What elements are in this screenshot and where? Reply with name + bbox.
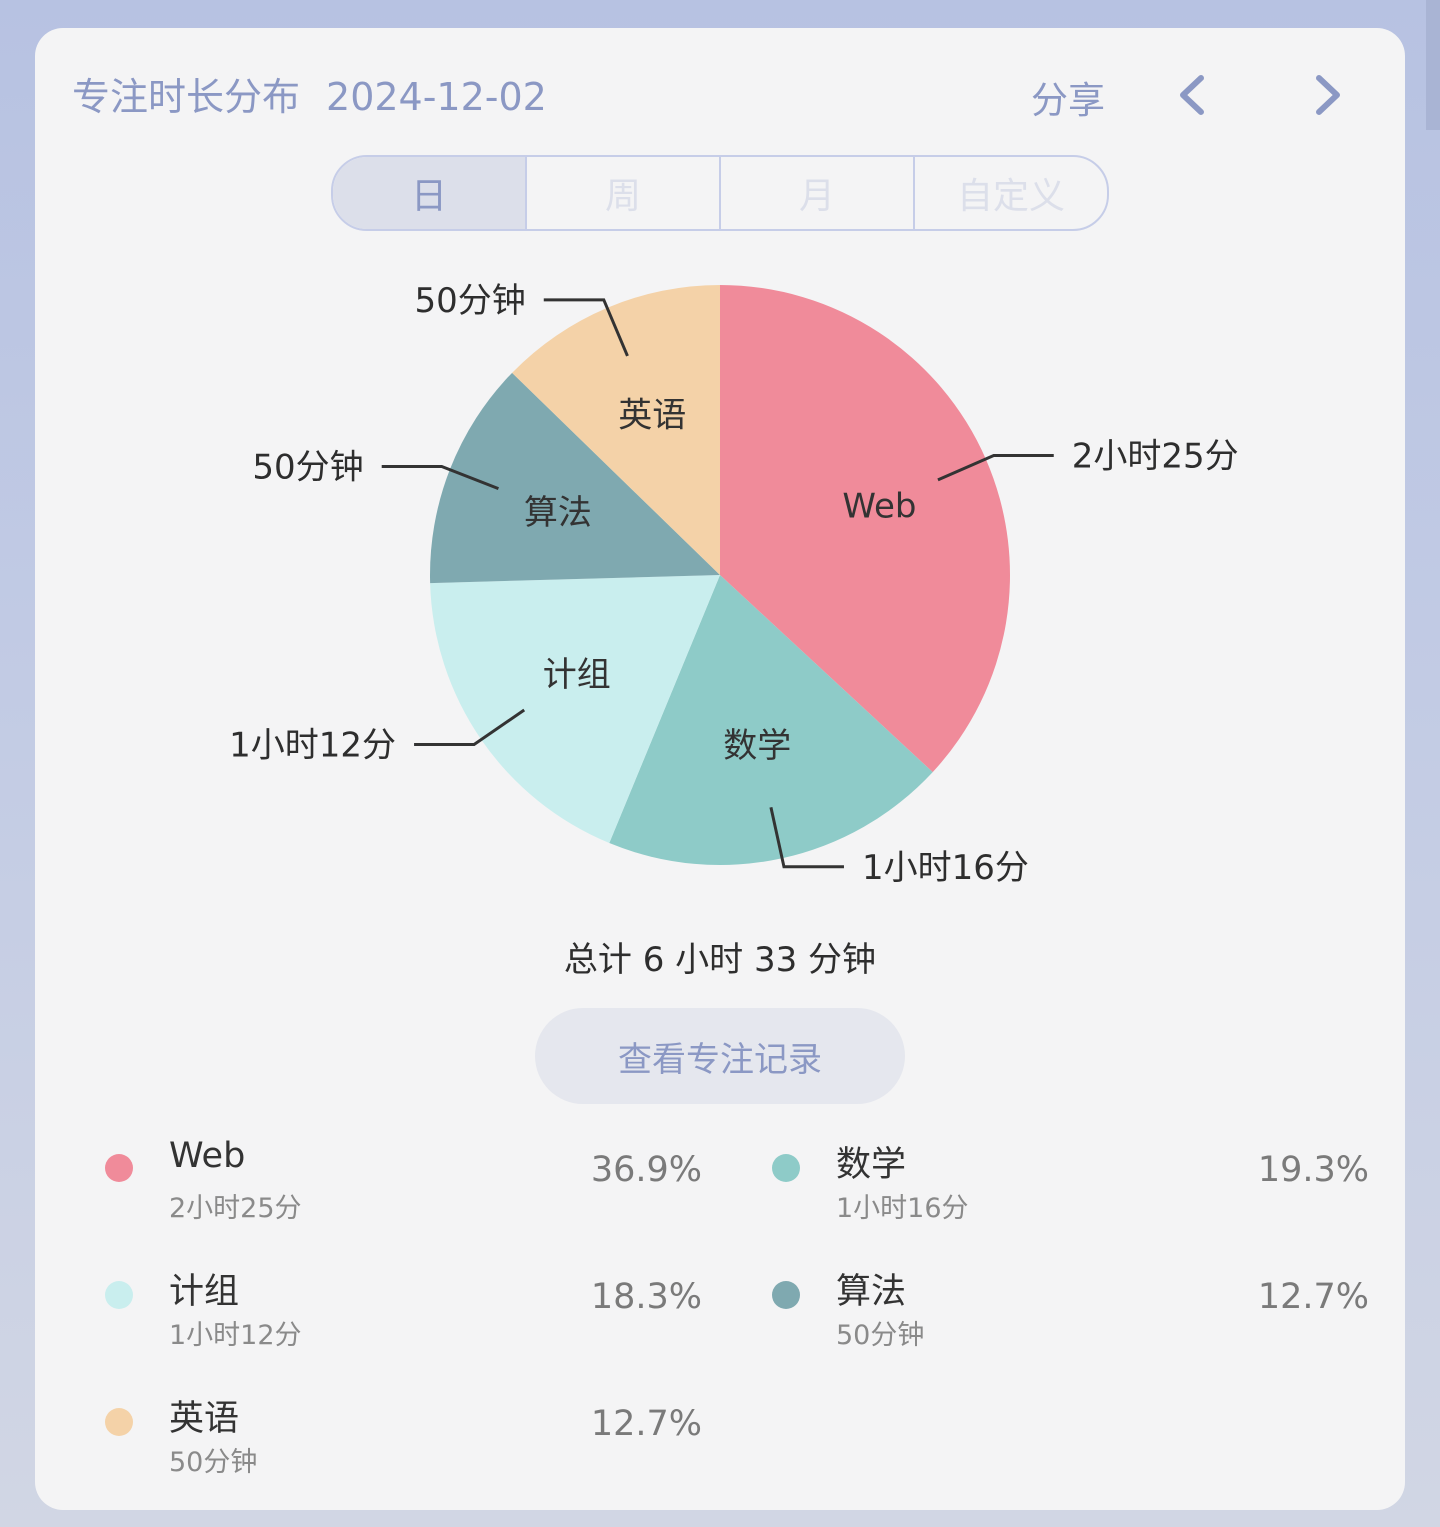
pie-slice-web[interactable] [720, 285, 1010, 773]
legend-time: 1小时12分 [169, 1320, 302, 1351]
legend-percent: 18.3% [590, 1277, 702, 1317]
legend-name: 数学 [836, 1145, 907, 1185]
slice-label-computer-organization: 计组 [543, 655, 611, 695]
value-label-algorithm: 50分钟 [252, 448, 363, 488]
legend-item-english: 英语 50分钟 12.7% [105, 1390, 705, 1490]
title-text: 专注时长分布 [72, 75, 301, 119]
value-label-math: 1小时16分 [862, 848, 1029, 888]
leader-line-english [543, 298, 629, 357]
leader-line-math [769, 806, 844, 869]
tab-day[interactable]: 日 [333, 157, 525, 229]
leader-line-algorithm [381, 465, 499, 491]
pie-slice-math[interactable] [609, 575, 933, 866]
legend-time: 50分钟 [836, 1320, 925, 1351]
value-label-english: 50分钟 [414, 281, 525, 321]
legend-item-algorithm: 算法 50分钟 12.7% [772, 1263, 1372, 1363]
view-records-button[interactable]: 查看专注记录 [535, 1008, 905, 1104]
pie-slice-computer-organization[interactable] [430, 575, 720, 844]
leader-line-computer-organization [414, 708, 526, 747]
legend-item-computer-organization: 计组 1小时12分 18.3% [105, 1263, 705, 1363]
date-label: 2024-12-02 [326, 75, 547, 119]
legend-name: 计组 [169, 1272, 240, 1312]
tab-custom[interactable]: 自定义 [913, 157, 1107, 229]
legend-percent: 12.7% [1257, 1277, 1369, 1317]
legend-dot [105, 1154, 133, 1182]
tab-week[interactable]: 周 [525, 157, 719, 229]
legend-time: 50分钟 [169, 1447, 258, 1478]
chevron-left-icon [1180, 75, 1204, 115]
pie-slice-english[interactable] [512, 285, 720, 575]
page-title: 专注时长分布 2024-12-02 [72, 66, 547, 121]
slice-label-algorithm: 算法 [524, 493, 592, 533]
legend-time: 2小时25分 [169, 1193, 302, 1224]
legend-percent: 36.9% [590, 1150, 702, 1190]
period-tabs: 日 周 月 自定义 [331, 155, 1109, 231]
legend-percent: 19.3% [1257, 1150, 1369, 1190]
legend-name: Web [169, 1136, 246, 1176]
value-label-web: 2小时25分 [1072, 436, 1239, 476]
chevron-right-icon [1316, 75, 1340, 115]
leader-line-web [937, 453, 1054, 482]
prev-date-button[interactable] [1171, 70, 1215, 120]
value-label-computer-organization: 1小时12分 [229, 726, 396, 766]
pie-chart: Web 数学 计组 算法 英语 2小时25分 1小时16分 1小时12分 50分钟 50分钟 [229, 281, 1239, 888]
total-duration: 总计 6 小时 33 分钟 [563, 940, 877, 980]
legend-name: 英语 [169, 1399, 240, 1439]
slice-label-english: 英语 [618, 396, 686, 436]
tab-month[interactable]: 月 [719, 157, 913, 229]
scrollbar[interactable] [1426, 0, 1440, 130]
focus-distribution-card: 专注时长分布 2024-12-02 分享 日 周 月 自定义 Web 数学 计组 算法英… [35, 28, 1405, 1510]
pie-slice-algorithm[interactable] [430, 372, 720, 584]
legend-dot [105, 1408, 133, 1436]
legend-dot [105, 1281, 133, 1309]
legend-item-math: 数学 1小时16分 19.3% [772, 1136, 1372, 1236]
legend-dot [772, 1154, 800, 1182]
slice-label-web: Web [842, 486, 916, 526]
next-date-button[interactable] [1305, 70, 1349, 120]
legend-item-web: Web 2小时25分 36.9% [105, 1136, 705, 1236]
legend-time: 1小时16分 [836, 1193, 969, 1224]
legend-name: 算法 [836, 1272, 907, 1312]
legend-dot [772, 1281, 800, 1309]
share-button[interactable]: 分享 [1031, 79, 1105, 122]
slice-label-math: 数学 [723, 726, 791, 766]
legend-percent: 12.7% [590, 1404, 702, 1444]
